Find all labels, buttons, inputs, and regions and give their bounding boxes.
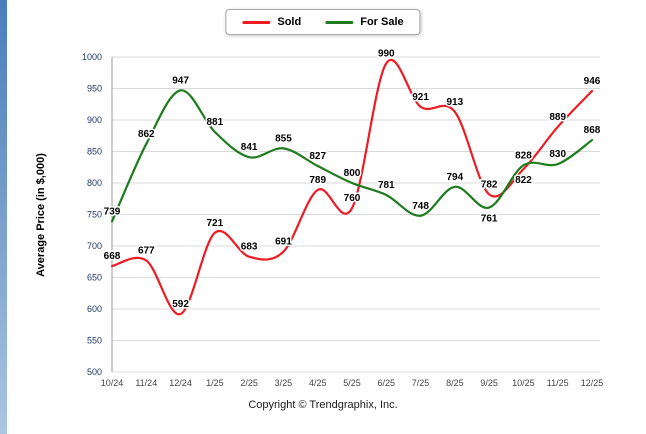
data-label-sold: 990	[378, 48, 395, 59]
x-tick-label: 7/25	[412, 378, 430, 388]
y-tick-label: 650	[87, 273, 102, 283]
data-label-for-sale: 781	[378, 180, 395, 191]
data-label-for-sale: 739	[104, 206, 121, 217]
data-label-for-sale: 800	[344, 168, 361, 179]
y-tick-label: 550	[87, 336, 102, 346]
data-label-sold: 782	[481, 179, 498, 190]
data-label-sold: 789	[309, 175, 326, 186]
x-tick-label: 4/25	[309, 378, 327, 388]
for-sale-line-swatch	[325, 20, 354, 24]
x-tick-label: 9/25	[480, 378, 498, 388]
data-label-for-sale: 855	[275, 133, 292, 144]
x-tick-label: 10/25	[512, 378, 535, 388]
data-label-sold: 592	[172, 299, 189, 310]
data-label-for-sale: 881	[207, 117, 224, 128]
left-edge-gradient	[0, 0, 7, 434]
data-label-sold: 921	[412, 92, 429, 103]
data-label-for-sale: 841	[241, 142, 258, 153]
data-label-sold: 760	[344, 193, 361, 204]
legend-item-sold: Sold	[242, 16, 301, 28]
data-label-for-sale: 862	[138, 129, 155, 140]
data-label-for-sale: 830	[549, 149, 566, 160]
chart-legend: Sold For Sale	[225, 9, 421, 35]
legend-item-for-sale: For Sale	[325, 16, 404, 28]
sold-line-swatch	[242, 20, 271, 24]
data-label-sold: 946	[584, 76, 601, 87]
y-tick-label: 700	[87, 241, 102, 251]
data-label-for-sale: 761	[481, 214, 498, 225]
data-label-for-sale: 868	[584, 125, 601, 136]
data-label-for-sale: 827	[309, 151, 326, 162]
x-tick-label: 8/25	[446, 378, 464, 388]
data-label-sold: 822	[515, 175, 532, 186]
x-tick-label: 11/25	[547, 378, 569, 388]
y-tick-label: 900	[87, 115, 102, 125]
legend-label-sold: Sold	[277, 16, 302, 28]
series-line-sold	[110, 59, 594, 316]
data-label-for-sale: 794	[447, 172, 464, 183]
data-label-sold: 691	[275, 237, 292, 248]
data-label-sold: 668	[104, 251, 121, 262]
y-tick-label: 600	[87, 304, 102, 314]
data-label-sold: 889	[549, 112, 566, 123]
y-tick-label: 850	[87, 147, 102, 157]
y-tick-label: 1000	[82, 52, 102, 62]
x-tick-label: 11/24	[135, 378, 157, 388]
series-line-for-sale	[110, 89, 594, 223]
x-tick-label: 10/24	[101, 378, 124, 388]
x-tick-label: 3/25	[275, 378, 293, 388]
y-tick-label: 750	[87, 210, 102, 220]
copyright-text: Copyright © Trendgraphix, Inc.	[248, 399, 398, 411]
data-label-for-sale: 828	[515, 150, 532, 161]
y-tick-label: 500	[87, 367, 102, 377]
y-tick-label: 950	[87, 84, 102, 94]
y-axis-title: Average Price (in $,000)	[35, 153, 47, 277]
data-label-sold: 683	[241, 242, 258, 253]
data-label-for-sale: 748	[412, 201, 429, 212]
x-tick-label: 12/25	[581, 378, 604, 388]
x-tick-label: 1/25	[206, 378, 224, 388]
x-tick-label: 5/25	[343, 378, 361, 388]
data-label-sold: 677	[138, 245, 155, 256]
data-label-sold: 913	[447, 97, 464, 108]
x-tick-label: 2/25	[240, 378, 258, 388]
y-tick-label: 800	[87, 178, 102, 188]
legend-label-for-sale: For Sale	[360, 16, 404, 28]
data-label-sold: 721	[207, 218, 224, 229]
data-label-for-sale: 947	[172, 75, 189, 86]
x-tick-label: 6/25	[378, 378, 396, 388]
x-tick-label: 12/24	[169, 378, 192, 388]
